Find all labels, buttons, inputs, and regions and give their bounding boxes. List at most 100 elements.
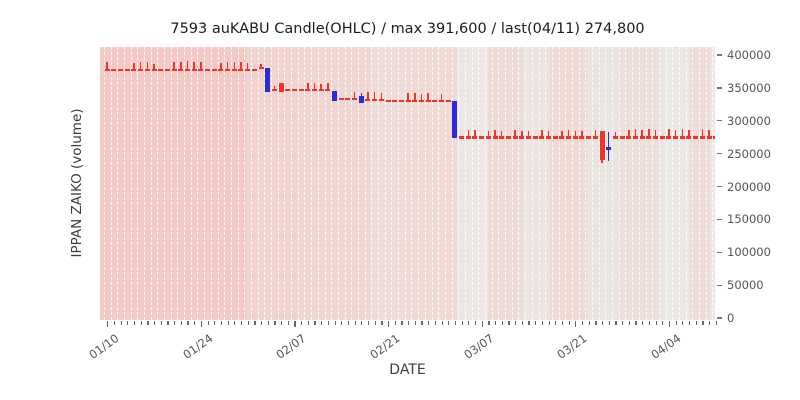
gridline xyxy=(291,47,293,320)
gridline xyxy=(638,47,640,320)
x-minor-tick xyxy=(274,321,276,325)
gridline xyxy=(545,47,547,320)
gridline xyxy=(491,47,493,320)
candle-body-01/19 xyxy=(164,69,170,72)
gridline xyxy=(184,47,186,320)
candle-body-03/11 xyxy=(505,136,511,139)
candle-body-03/14 xyxy=(525,136,531,139)
x-minor-tick xyxy=(595,321,597,325)
x-minor-tick xyxy=(414,321,416,325)
x-minor-tick xyxy=(127,321,129,325)
candle-body-03/03 xyxy=(452,101,458,139)
x-minor-tick xyxy=(113,321,116,325)
candle-wick xyxy=(547,130,550,138)
candle-body-03/29 xyxy=(626,136,632,139)
candle-wick xyxy=(139,62,142,71)
gridline xyxy=(585,47,587,320)
candle-wick xyxy=(246,63,249,71)
candle-body-04/02 xyxy=(653,136,659,139)
candle-wick xyxy=(407,93,409,101)
candle-body-03/09 xyxy=(492,136,498,139)
y-tick-label: 150000 xyxy=(727,212,771,227)
gridline xyxy=(558,47,560,320)
x-minor-tick xyxy=(374,321,376,325)
candle-body-03/31 xyxy=(639,136,645,139)
x-minor-tick xyxy=(715,321,717,325)
x-minor-tick xyxy=(207,321,209,325)
gridline xyxy=(257,47,259,320)
candle-body-02/18 xyxy=(365,98,371,102)
candle-body-02/14 xyxy=(338,97,344,101)
x-minor-tick xyxy=(160,321,162,325)
y-tick xyxy=(717,251,722,253)
gridline xyxy=(464,47,466,320)
candle-body-01/21 xyxy=(178,69,184,72)
candle-body-01/31 xyxy=(245,69,251,72)
x-minor-tick xyxy=(428,321,430,325)
candle-body-02/24 xyxy=(405,99,411,103)
candle-wick xyxy=(567,129,570,138)
candle-body-04/07 xyxy=(686,136,692,139)
x-minor-tick xyxy=(227,321,229,325)
candle-wick xyxy=(654,129,657,138)
x-minor-tick xyxy=(174,321,176,325)
gridline xyxy=(478,47,480,320)
candle-body-03/27 xyxy=(612,136,618,139)
gridline xyxy=(357,47,359,320)
x-minor-tick xyxy=(548,321,550,325)
gridline xyxy=(177,47,179,320)
candle-wick xyxy=(440,94,443,101)
candle-wick xyxy=(607,132,610,162)
gridline xyxy=(217,47,219,320)
gridline xyxy=(551,47,553,320)
candle-body-02/27 xyxy=(425,99,431,103)
x-minor-tick xyxy=(321,321,323,325)
gridline xyxy=(538,47,540,320)
candle-body-01/22 xyxy=(184,69,190,72)
candle-body-01/16 xyxy=(144,69,150,72)
candle-wick xyxy=(500,130,503,138)
gridline xyxy=(311,47,313,320)
candle-body-02/02 xyxy=(258,66,264,70)
candle-body-02/10 xyxy=(311,88,317,92)
candle-body-01/12 xyxy=(118,69,124,72)
x-minor-tick xyxy=(214,321,216,325)
gridline xyxy=(317,47,319,320)
candle-body-02/04 xyxy=(271,88,277,92)
candle-wick xyxy=(674,129,677,138)
candle-body-02/01 xyxy=(251,69,257,72)
x-minor-tick xyxy=(261,321,263,325)
y-tick-label: 200000 xyxy=(727,179,771,194)
gridline xyxy=(237,47,239,320)
x-minor-tick xyxy=(441,321,443,325)
gridline xyxy=(137,47,139,320)
candle-body-02/20 xyxy=(378,98,384,102)
candle-body-03/18 xyxy=(552,136,558,139)
candle-body-02/17 xyxy=(358,96,364,104)
gridline xyxy=(404,47,406,320)
y-tick-label: 350000 xyxy=(727,80,771,95)
gridline xyxy=(364,47,366,320)
gridline xyxy=(685,47,687,320)
gridline xyxy=(344,47,346,320)
x-minor-tick xyxy=(468,321,470,325)
gridline xyxy=(672,47,674,320)
candle-body-01/17 xyxy=(151,69,157,72)
gridline xyxy=(378,47,380,320)
y-tick-label: 0 xyxy=(727,311,735,325)
gridline xyxy=(605,47,607,320)
candle-wick xyxy=(226,62,229,71)
gridline xyxy=(224,47,226,320)
candle-wick xyxy=(708,129,710,138)
gridline xyxy=(271,47,273,320)
candle-wick xyxy=(373,91,376,100)
candle-body-02/28 xyxy=(432,99,438,103)
gridline xyxy=(424,47,426,320)
candle-body-02/07 xyxy=(291,88,297,92)
candle-body-02/05 xyxy=(278,82,284,93)
candle-body-03/17 xyxy=(546,136,552,139)
gridline xyxy=(157,47,159,320)
gridline xyxy=(418,47,420,320)
candle-wick xyxy=(594,129,597,138)
x-major-tick xyxy=(294,321,296,327)
